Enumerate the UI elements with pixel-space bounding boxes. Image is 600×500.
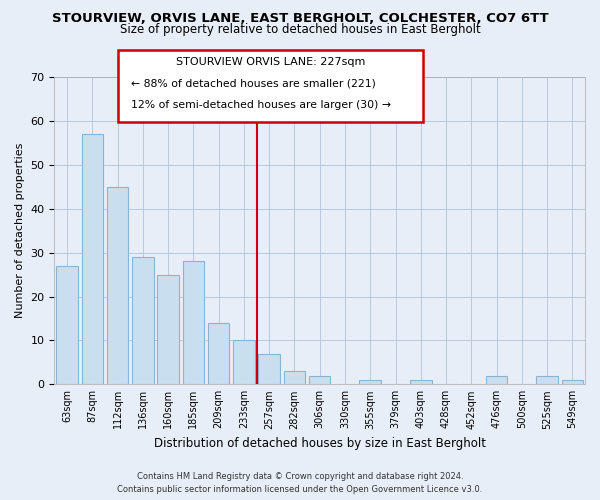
Bar [359,380,381,384]
Text: 12% of semi-detached houses are larger (30) →: 12% of semi-detached houses are larger (… [131,100,391,110]
Bar [233,340,254,384]
Bar [107,187,128,384]
Bar [157,274,179,384]
X-axis label: Distribution of detached houses by size in East Bergholt: Distribution of detached houses by size … [154,437,486,450]
Bar [410,380,431,384]
Text: Size of property relative to detached houses in East Bergholt: Size of property relative to detached ho… [119,22,481,36]
Bar [182,262,204,384]
Bar [284,371,305,384]
Text: STOURVIEW ORVIS LANE: 227sqm: STOURVIEW ORVIS LANE: 227sqm [176,57,365,67]
Bar [309,376,331,384]
Bar [259,354,280,384]
Y-axis label: Number of detached properties: Number of detached properties [15,143,25,318]
Text: STOURVIEW, ORVIS LANE, EAST BERGHOLT, COLCHESTER, CO7 6TT: STOURVIEW, ORVIS LANE, EAST BERGHOLT, CO… [52,12,548,26]
Bar [56,266,78,384]
Bar [562,380,583,384]
Bar [132,257,154,384]
Text: Contains HM Land Registry data © Crown copyright and database right 2024.
Contai: Contains HM Land Registry data © Crown c… [118,472,482,494]
Bar [486,376,508,384]
Bar [82,134,103,384]
FancyBboxPatch shape [118,50,423,122]
Text: ← 88% of detached houses are smaller (221): ← 88% of detached houses are smaller (22… [131,78,376,88]
Bar [536,376,558,384]
Bar [208,323,229,384]
